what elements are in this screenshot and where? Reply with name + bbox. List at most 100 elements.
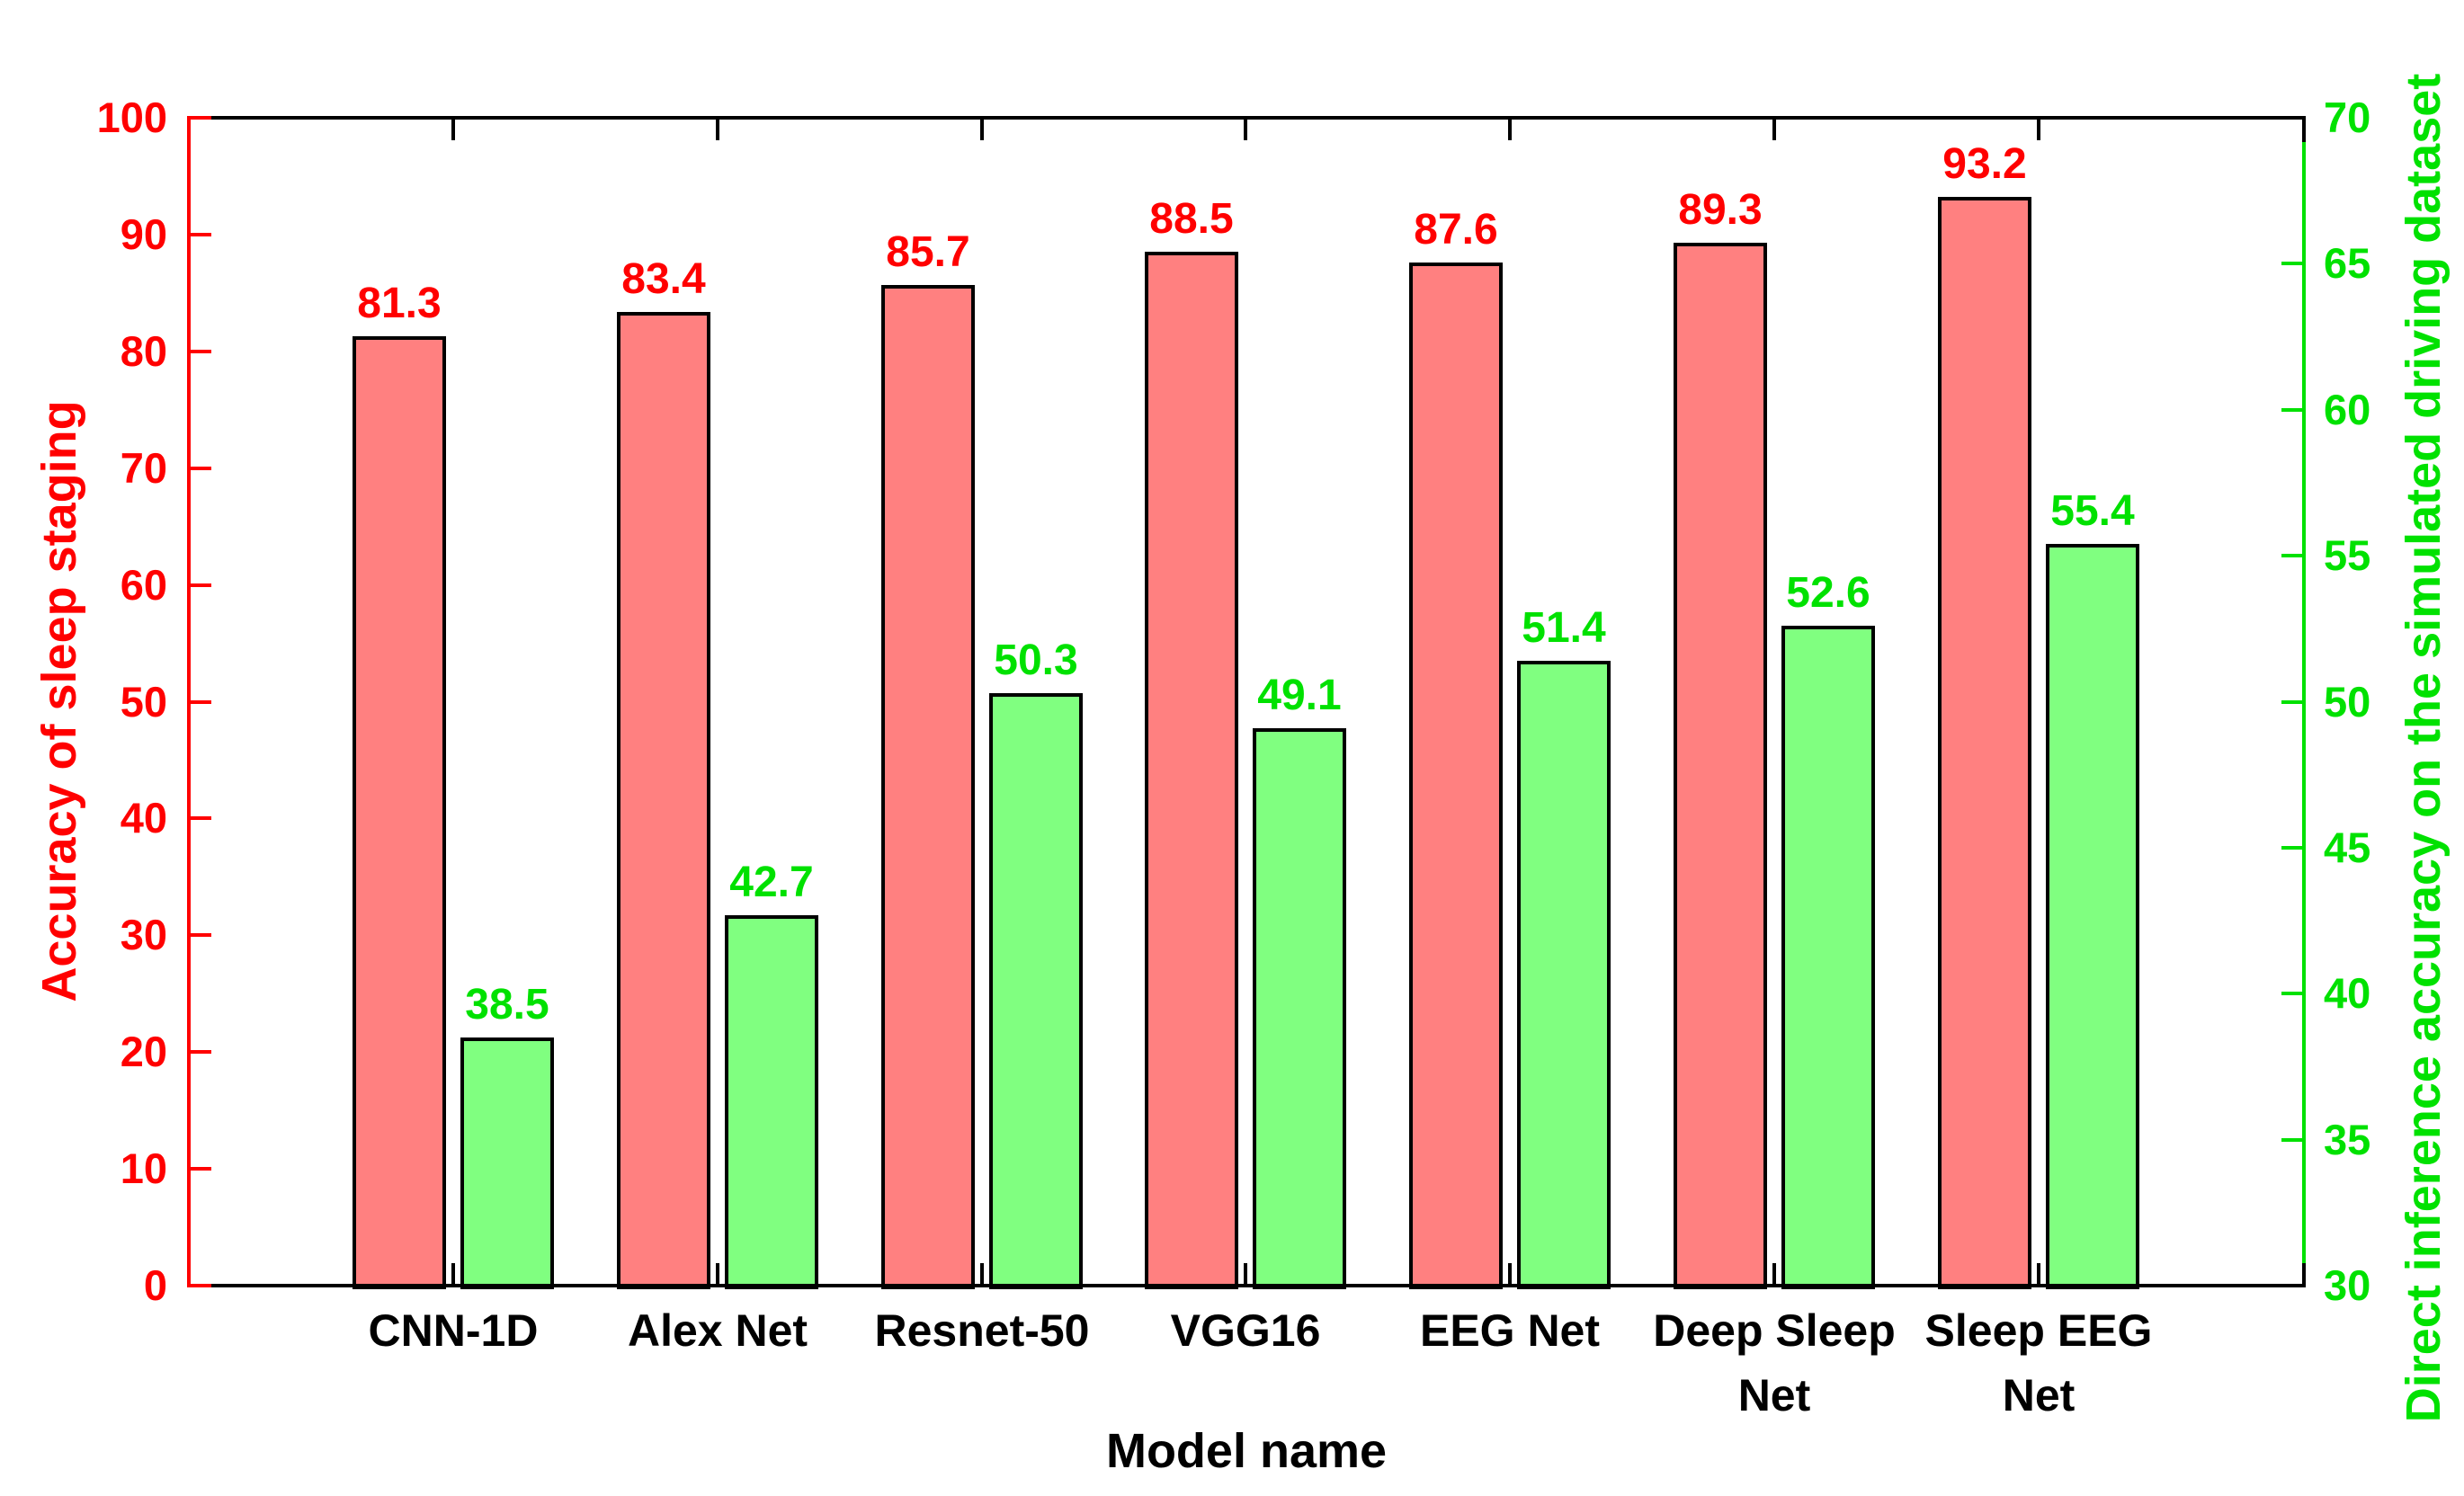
x-tick-top bbox=[1508, 118, 1512, 140]
left-y-tick bbox=[189, 933, 211, 937]
x-tick-label-line: Alex Net bbox=[627, 1305, 808, 1356]
left-y-tick-label: 90 bbox=[120, 210, 167, 258]
red-bar-value-label: 88.5 bbox=[1149, 195, 1234, 243]
x-tick-label: EEG Net bbox=[1420, 1298, 1600, 1363]
left-y-tick bbox=[189, 700, 211, 704]
right-y-axis-line bbox=[2302, 116, 2306, 1287]
green-bar bbox=[460, 1037, 554, 1289]
right-y-tick-label: 70 bbox=[2324, 94, 2371, 141]
right-y-tick-label: 60 bbox=[2324, 386, 2371, 433]
left-y-tick-label: 70 bbox=[120, 444, 167, 492]
x-tick-top bbox=[716, 118, 719, 140]
x-tick-label: Deep Sleep Net bbox=[1653, 1298, 1896, 1428]
left-y-tick bbox=[189, 816, 211, 820]
right-y-tick bbox=[2281, 1138, 2304, 1142]
right-y-tick-label: 35 bbox=[2324, 1116, 2371, 1163]
x-tick-label: VGG16 bbox=[1171, 1298, 1321, 1363]
green-bar-value-label: 49.1 bbox=[1257, 672, 1342, 719]
x-tick-label-line: Net bbox=[1737, 1370, 1811, 1420]
red-bar bbox=[1145, 252, 1238, 1289]
left-y-tick bbox=[189, 467, 211, 470]
x-tick-label-line: Net bbox=[2002, 1370, 2076, 1420]
right-y-tick-label: 45 bbox=[2324, 824, 2371, 871]
x-tick-label-line: VGG16 bbox=[1170, 1305, 1321, 1356]
x-tick-top bbox=[1244, 118, 1247, 140]
left-y-tick bbox=[189, 1167, 211, 1171]
right-y-tick-label: 55 bbox=[2324, 531, 2371, 579]
green-bar-value-label: 52.6 bbox=[1786, 569, 1870, 617]
left-y-tick-label: 60 bbox=[120, 561, 167, 609]
right-y-tick bbox=[2281, 846, 2304, 850]
left-y-tick bbox=[189, 350, 211, 353]
red-bar bbox=[881, 285, 975, 1289]
green-bar-value-label: 38.5 bbox=[465, 981, 549, 1028]
x-tick-label-line: Deep Sleep bbox=[1653, 1305, 1896, 1356]
x-tick-bottom bbox=[716, 1263, 719, 1286]
x-tick-bottom bbox=[451, 1263, 455, 1286]
green-bar bbox=[1781, 626, 1875, 1289]
red-bar bbox=[1938, 197, 2031, 1289]
x-tick-label-line: Resnet-50 bbox=[874, 1305, 1090, 1356]
x-tick-label: Alex Net bbox=[628, 1298, 808, 1363]
green-bar bbox=[1253, 728, 1346, 1289]
red-bar bbox=[617, 312, 710, 1289]
x-tick-bottom bbox=[1508, 1263, 1512, 1286]
x-tick-label: Sleep EEG Net bbox=[1925, 1298, 2153, 1428]
red-bar-value-label: 89.3 bbox=[1678, 186, 1763, 234]
left-y-tick-label: 30 bbox=[120, 911, 167, 958]
red-bar bbox=[1674, 243, 1767, 1289]
right-y-tick bbox=[2281, 408, 2304, 412]
green-bar bbox=[989, 693, 1083, 1289]
left-y-tick-label: 80 bbox=[120, 327, 167, 375]
x-tick-label-line: EEG Net bbox=[1419, 1305, 1601, 1356]
right-y-axis-title: Direct inference accuracy on the simulat… bbox=[2397, 73, 2451, 1423]
x-tick-label-line: CNN-1D bbox=[368, 1305, 539, 1356]
right-y-tick bbox=[2281, 554, 2304, 557]
red-bar-value-label: 83.4 bbox=[621, 255, 706, 303]
x-tick-top bbox=[980, 118, 984, 140]
left-y-tick bbox=[189, 1050, 211, 1054]
x-tick-top bbox=[1772, 118, 1776, 140]
red-bar-value-label: 85.7 bbox=[886, 228, 970, 276]
left-y-tick bbox=[189, 583, 211, 587]
x-axis-title: Model name bbox=[1105, 1424, 1388, 1478]
right-y-tick bbox=[2281, 262, 2304, 265]
red-bar-value-label: 93.2 bbox=[1942, 140, 2027, 188]
right-axis-top-corner bbox=[2302, 116, 2306, 142]
right-y-tick-label: 50 bbox=[2324, 678, 2371, 726]
right-axis-bottom-corner bbox=[2302, 1263, 2306, 1287]
left-y-tick bbox=[189, 1284, 211, 1287]
green-bar bbox=[2046, 544, 2139, 1289]
x-tick-label-line: Sleep EEG bbox=[1924, 1305, 2153, 1356]
left-y-tick-label: 100 bbox=[96, 94, 167, 141]
green-bar-value-label: 42.7 bbox=[729, 859, 814, 906]
green-bar bbox=[1517, 661, 1611, 1289]
right-y-tick bbox=[2281, 700, 2304, 704]
right-y-tick bbox=[2281, 992, 2304, 995]
x-tick-bottom bbox=[1772, 1263, 1776, 1286]
green-bar-value-label: 51.4 bbox=[1522, 604, 1606, 652]
left-y-tick-label: 50 bbox=[120, 678, 167, 726]
right-y-tick-label: 30 bbox=[2324, 1261, 2371, 1309]
left-y-tick-label: 20 bbox=[120, 1028, 167, 1075]
x-tick-label: CNN-1D bbox=[369, 1298, 539, 1363]
x-tick-bottom bbox=[2037, 1263, 2040, 1286]
green-bar-value-label: 50.3 bbox=[994, 637, 1078, 684]
x-tick-top bbox=[2037, 118, 2040, 140]
left-y-tick-label: 40 bbox=[120, 794, 167, 842]
x-tick-label: Resnet-50 bbox=[875, 1298, 1090, 1363]
x-tick-top bbox=[451, 118, 455, 140]
bottom-axis-line bbox=[187, 1284, 2306, 1287]
red-bar-value-label: 81.3 bbox=[357, 280, 442, 327]
x-tick-bottom bbox=[1244, 1263, 1247, 1286]
red-bar bbox=[1409, 263, 1503, 1289]
left-y-tick bbox=[189, 233, 211, 236]
red-bar-value-label: 87.6 bbox=[1414, 206, 1498, 254]
red-bar bbox=[353, 336, 446, 1289]
right-y-tick-label: 40 bbox=[2324, 969, 2371, 1017]
left-y-tick-label: 10 bbox=[120, 1144, 167, 1192]
x-tick-bottom bbox=[980, 1263, 984, 1286]
right-y-tick-label: 65 bbox=[2324, 239, 2371, 287]
green-bar bbox=[725, 915, 818, 1289]
